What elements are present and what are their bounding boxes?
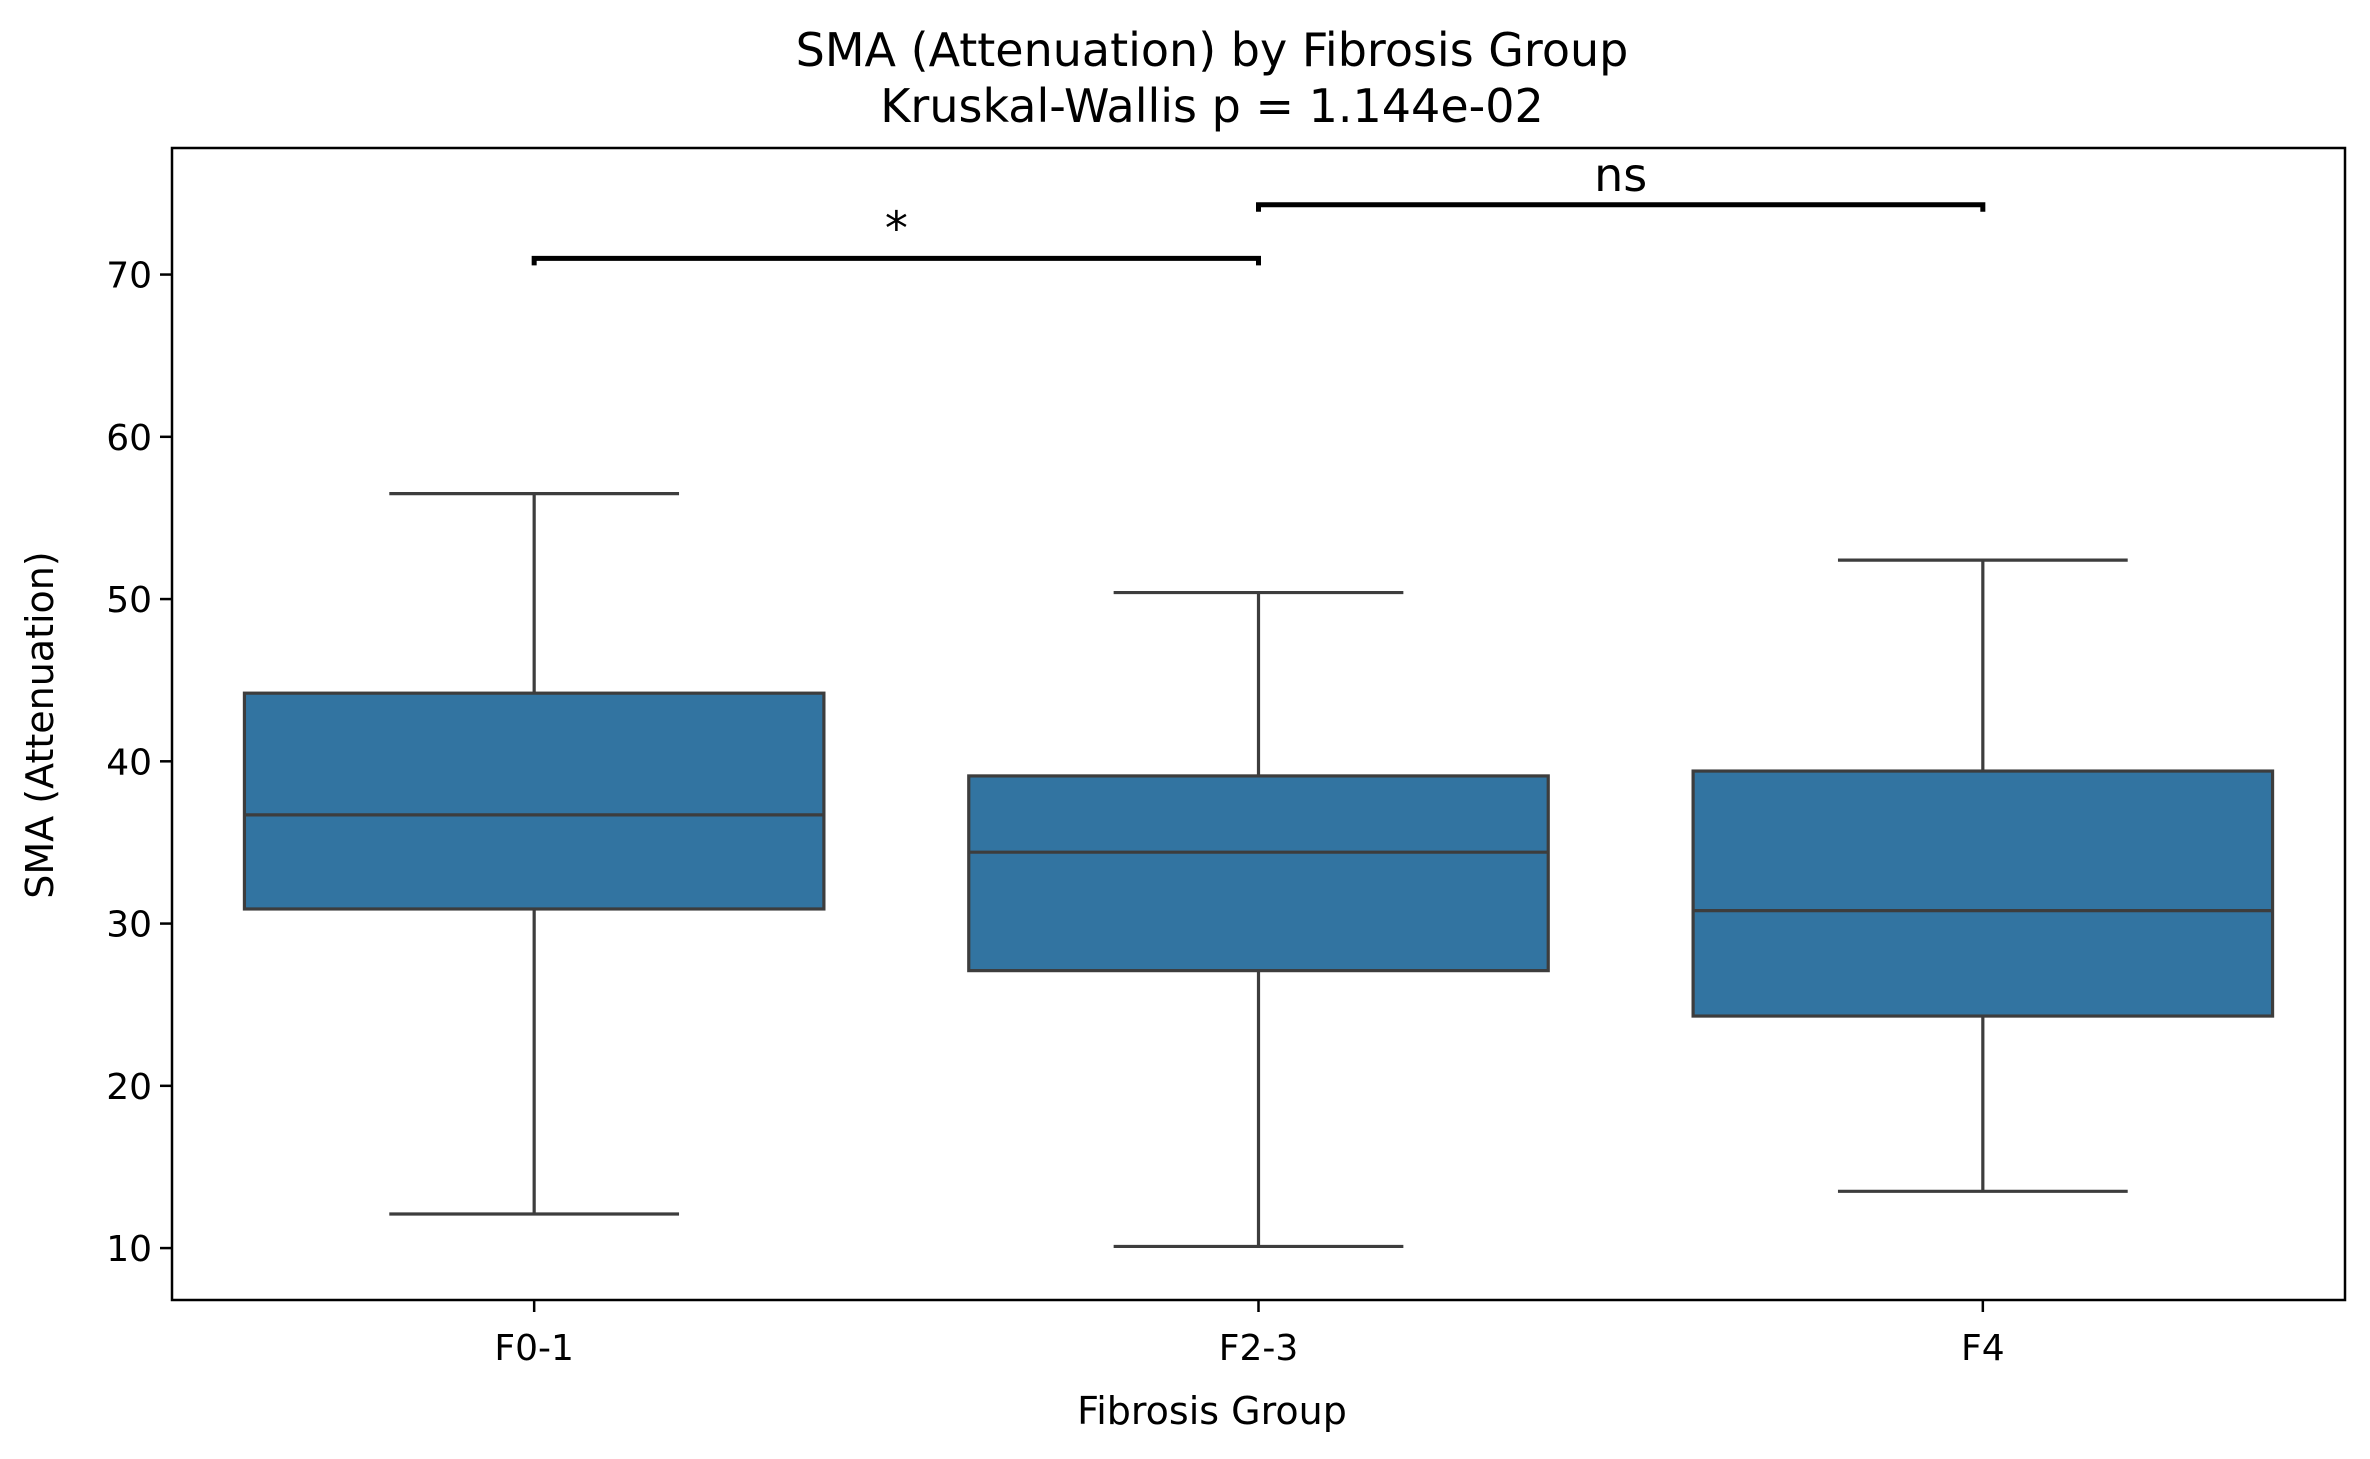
box-F2-3 xyxy=(967,590,1550,1249)
y-axis-label: SMA (Attenuation) xyxy=(18,551,62,898)
y-tick-label: 20 xyxy=(106,1067,152,1108)
iqr-box xyxy=(1691,769,2275,1018)
y-tick-label: 10 xyxy=(106,1229,152,1270)
x-tick-label: F2-3 xyxy=(1219,1328,1299,1369)
box-F4 xyxy=(1691,558,2275,1193)
y-tick-label: 40 xyxy=(106,742,152,783)
plot-area: * ns 10 20 30 40 50 60 70 F0-1 F2-3 F4 xyxy=(106,146,2347,1369)
y-tick-label: 50 xyxy=(106,580,152,621)
x-axis-label: Fibrosis Group xyxy=(1077,1389,1347,1433)
x-tick-label: F4 xyxy=(1961,1328,2005,1369)
significance-label: ns xyxy=(1594,148,1647,202)
significance-label: * xyxy=(885,201,908,255)
y-tick-label: 30 xyxy=(106,905,152,946)
chart-subtitle: Kruskal-Wallis p = 1.144e-02 xyxy=(880,79,1544,133)
iqr-box xyxy=(242,691,826,911)
box-F0-1 xyxy=(242,492,826,1216)
x-tick-label: F0-1 xyxy=(494,1328,574,1369)
significance-bracket xyxy=(531,255,1261,266)
y-tick-label: 60 xyxy=(106,418,152,459)
y-tick-label: 70 xyxy=(106,256,152,297)
significance-bracket xyxy=(1256,202,1986,212)
iqr-box xyxy=(967,774,1550,973)
chart-title: SMA (Attenuation) by Fibrosis Group xyxy=(796,23,1629,77)
